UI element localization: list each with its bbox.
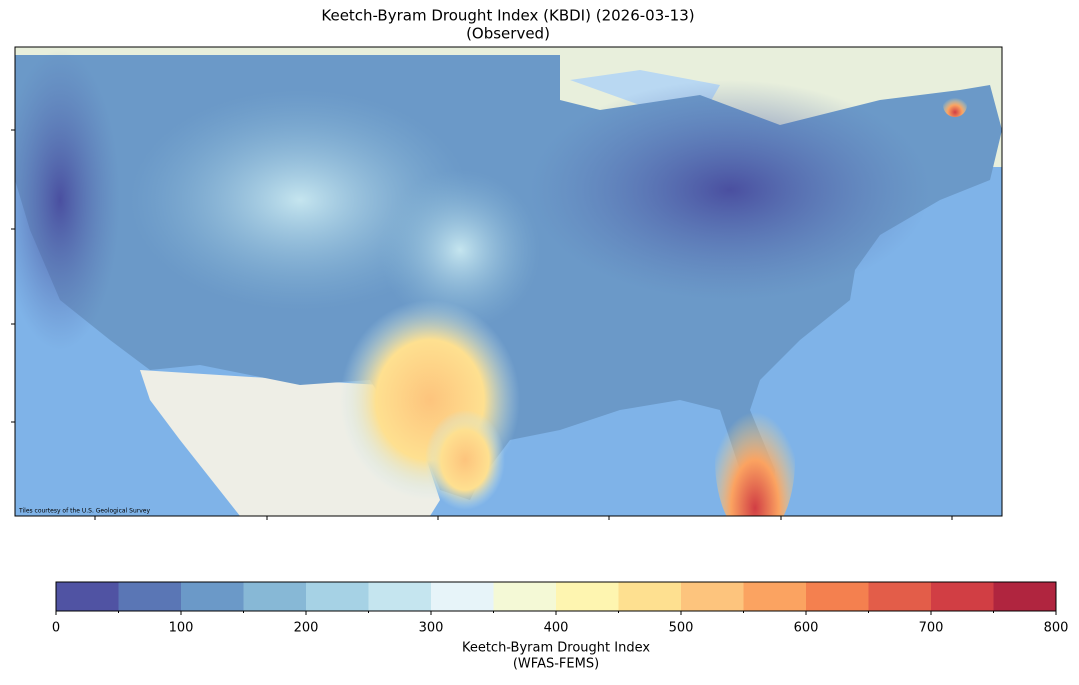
region	[715, 380, 795, 516]
tick-label: 500	[669, 621, 694, 636]
tick-label: 0	[52, 621, 60, 636]
region	[15, 50, 120, 350]
tick-label: 600	[794, 621, 819, 636]
map-subtitle: (Observed)	[466, 25, 550, 43]
colorbar-swatch	[306, 582, 369, 611]
tick-label: 300	[419, 621, 444, 636]
attribution: Tiles courtesy of the U.S. Geological Su…	[18, 508, 150, 515]
tick-label: 800	[1044, 621, 1069, 636]
colorbar-swatch	[681, 582, 744, 611]
tick-label: 100	[169, 621, 194, 636]
colorbar-swatch	[556, 582, 619, 611]
colorbar-swatch	[618, 582, 681, 611]
colorbar-swatch	[868, 582, 931, 611]
colorbar-swatch	[931, 582, 994, 611]
colorbar-swatch	[806, 582, 869, 611]
colorbar: 0 100 200 300 400 500 600 700 800	[52, 581, 1069, 636]
region	[425, 410, 505, 510]
colorbar-swatch	[431, 582, 494, 611]
map-frame	[14, 46, 1003, 517]
colorbar-swatch	[993, 582, 1056, 611]
tick-label: 700	[919, 621, 944, 636]
colorbar-swatch	[181, 582, 244, 611]
colorbar-swatch	[56, 582, 119, 611]
region	[380, 170, 540, 330]
colorbar-swatch	[243, 582, 306, 611]
region	[943, 93, 967, 117]
colorbar-swatch	[118, 582, 181, 611]
map-title: Keetch-Byram Drought Index (KBDI) (2026-…	[321, 7, 694, 25]
colorbar-sublabel: (WFAS-FEMS)	[513, 657, 599, 672]
colorbar-swatch	[493, 582, 556, 611]
tick-label: 400	[544, 621, 569, 636]
colorbar-swatch	[368, 582, 431, 611]
axis-ticks	[11, 129, 953, 520]
colorbar-swatch	[743, 582, 806, 611]
tick-label: 200	[294, 621, 319, 636]
canada	[15, 47, 560, 57]
map: Tiles courtesy of the U.S. Geological Su…	[15, 47, 1002, 516]
colorbar-label: Keetch-Byram Drought Index	[462, 641, 650, 656]
region	[530, 80, 930, 300]
